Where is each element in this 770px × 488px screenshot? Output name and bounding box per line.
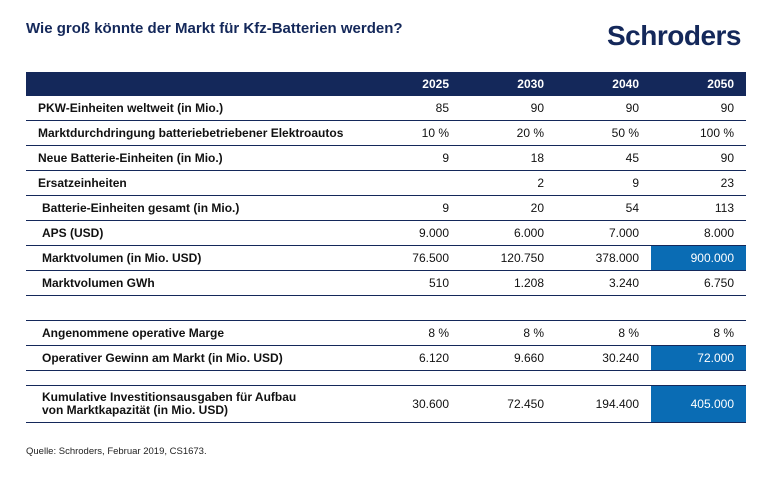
table-cell: 9.660 xyxy=(513,351,544,365)
table-row: Marktvolumen (in Mio. USD) 76.500 120.75… xyxy=(26,246,746,271)
table-cell: 8 % xyxy=(428,326,449,340)
table-header: 2025 2030 2040 2050 xyxy=(26,72,746,96)
table-cell: 2 xyxy=(537,176,544,190)
row-label: Marktvolumen GWh xyxy=(42,275,155,290)
header-year-2025: 2025 xyxy=(422,77,449,91)
table-cell: 1.208 xyxy=(513,276,544,290)
page-title: Wie groß könnte der Markt für Kfz-Batter… xyxy=(26,20,403,37)
table-cell: 100 % xyxy=(699,126,734,140)
table-spacer xyxy=(26,296,746,321)
row-label: Batterie-Einheiten gesamt (in Mio.) xyxy=(42,200,240,215)
header-year-2050: 2050 xyxy=(707,77,734,91)
row-label: PKW-Einheiten weltweit (in Mio.) xyxy=(38,100,224,115)
row-label: Marktvolumen (in Mio. USD) xyxy=(42,250,202,265)
table-cell: 54 xyxy=(625,201,639,215)
table-cell: 8 % xyxy=(713,326,734,340)
row-label-line: von Marktkapazität (in Mio. USD) xyxy=(42,403,229,417)
table-row: Marktvolumen GWh 510 1.208 3.240 6.750 xyxy=(26,271,746,296)
table-cell: 9 xyxy=(632,176,639,190)
table-row: APS (USD) 9.000 6.000 7.000 8.000 xyxy=(26,221,746,246)
table-cell: 8 % xyxy=(523,326,544,340)
table-cell: 50 % xyxy=(611,126,639,140)
table-row: Marktdurchdringung batteriebetriebener E… xyxy=(26,121,746,146)
table-spacer xyxy=(26,371,746,386)
header-year-2040: 2040 xyxy=(612,77,639,91)
table-row: Batterie-Einheiten gesamt (in Mio.) 9 20… xyxy=(26,196,746,221)
row-label: Ersatzeinheiten xyxy=(38,175,127,190)
table-cell: 8.000 xyxy=(703,226,734,240)
table-row: Operativer Gewinn am Markt (in Mio. USD)… xyxy=(26,346,746,371)
table-cell: 9 xyxy=(442,201,449,215)
table-cell: 20 xyxy=(530,201,544,215)
table-cell: 85 xyxy=(435,101,449,115)
market-table: 2025 2030 2040 2050 PKW-Einheiten weltwe… xyxy=(26,72,746,423)
table-cell: 90 xyxy=(625,101,639,115)
table-cell: 3.240 xyxy=(608,276,639,290)
row-label: Marktdurchdringung batteriebetriebener E… xyxy=(38,125,344,140)
table-row: Kumulative Investitionsausgaben für Aufb… xyxy=(26,386,746,423)
row-label: APS (USD) xyxy=(42,225,104,240)
table-row: Neue Batterie-Einheiten (in Mio.) 9 18 4… xyxy=(26,146,746,171)
table-cell: 8 % xyxy=(618,326,639,340)
table-cell: 90 xyxy=(720,101,734,115)
row-label: Neue Batterie-Einheiten (in Mio.) xyxy=(38,150,223,165)
row-label-line: Kumulative Investitionsausgaben für Aufb… xyxy=(42,390,297,404)
table-cell: 378.000 xyxy=(595,251,639,265)
table-cell: 45 xyxy=(625,151,639,165)
table-row: PKW-Einheiten weltweit (in Mio.) 85 90 9… xyxy=(26,96,746,121)
table-cell: 90 xyxy=(530,101,544,115)
schroders-logo: Schroders xyxy=(607,20,742,51)
header-year-2030: 2030 xyxy=(517,77,544,91)
source-note: Quelle: Schroders, Februar 2019, CS1673. xyxy=(26,446,207,457)
table-cell: 6.120 xyxy=(418,351,449,365)
table-cell: 20 % xyxy=(516,126,544,140)
table-row: Ersatzeinheiten 2 9 23 xyxy=(26,171,746,196)
table-cell: 90 xyxy=(720,151,734,165)
table-cell: 9 xyxy=(442,151,449,165)
row-label: Operativer Gewinn am Markt (in Mio. USD) xyxy=(42,350,283,365)
table-cell: 120.750 xyxy=(500,251,544,265)
table-cell: 23 xyxy=(720,176,734,190)
highlighted-cell: 900.000 xyxy=(651,246,746,270)
table-cell: 7.000 xyxy=(608,226,639,240)
table-cell: 72.450 xyxy=(507,397,544,411)
highlighted-cell: 405.000 xyxy=(651,386,746,422)
table-cell: 6.750 xyxy=(703,276,734,290)
row-label: Kumulative Investitionsausgaben für Aufb… xyxy=(26,391,366,417)
table-cell: 30.240 xyxy=(602,351,639,365)
table-cell: 194.400 xyxy=(595,397,639,411)
table-cell: 76.500 xyxy=(412,251,449,265)
table-cell: 10 % xyxy=(421,126,449,140)
table-cell: 113 xyxy=(714,201,734,215)
highlighted-cell: 72.000 xyxy=(651,346,746,370)
table-cell: 6.000 xyxy=(513,226,544,240)
table-row: Angenommene operative Marge 8 % 8 % 8 % … xyxy=(26,321,746,346)
table-cell: 9.000 xyxy=(418,226,449,240)
table-cell: 30.600 xyxy=(412,397,449,411)
table-cell: 510 xyxy=(428,276,449,290)
table-cell: 18 xyxy=(530,151,544,165)
table-cell xyxy=(366,171,461,195)
row-label: Angenommene operative Marge xyxy=(42,325,225,340)
